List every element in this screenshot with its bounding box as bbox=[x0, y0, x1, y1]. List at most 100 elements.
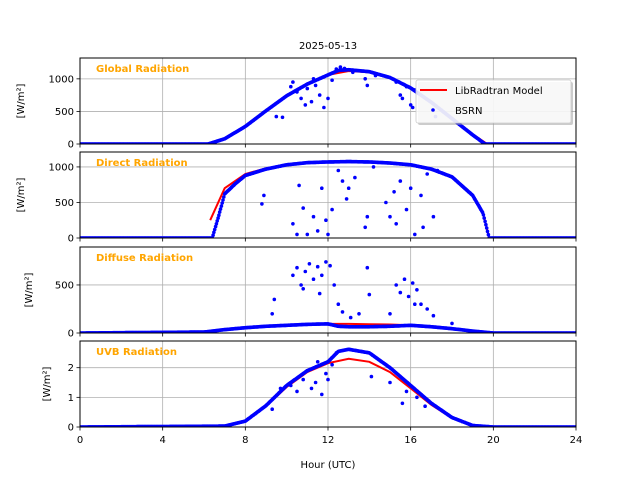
bsrn-point bbox=[421, 225, 425, 230]
bsrn-point bbox=[309, 386, 314, 391]
bsrn-point bbox=[311, 77, 316, 81]
bsrn-point bbox=[289, 84, 293, 89]
bsrn-point bbox=[322, 105, 326, 110]
bsrn-point bbox=[410, 281, 415, 285]
bsrn-point bbox=[303, 269, 308, 274]
bsrn-point bbox=[270, 312, 275, 316]
bsrn-point bbox=[365, 214, 370, 219]
bsrn-point bbox=[398, 290, 403, 295]
bsrn-point bbox=[297, 183, 301, 188]
bsrn-point bbox=[219, 204, 224, 208]
bsrn-point bbox=[262, 193, 266, 198]
bsrn-point bbox=[291, 273, 295, 278]
x-tick-label: 24 bbox=[570, 435, 583, 446]
bsrn-point bbox=[220, 201, 224, 205]
bsrn-point bbox=[394, 222, 399, 226]
bsrn-point bbox=[351, 70, 355, 75]
bsrn-point bbox=[211, 233, 215, 237]
bsrn-point bbox=[353, 175, 357, 180]
bsrn-point bbox=[215, 219, 219, 223]
bsrn-point bbox=[295, 265, 299, 270]
bsrn-point bbox=[373, 73, 378, 78]
bsrn-point bbox=[413, 302, 417, 307]
bsrn-point bbox=[340, 310, 345, 314]
x-tick-label: 0 bbox=[77, 435, 83, 446]
bsrn-point bbox=[431, 313, 436, 318]
bsrn-point bbox=[400, 96, 405, 101]
bsrn-point bbox=[291, 222, 295, 226]
panel-title: UVB Radiation bbox=[96, 347, 177, 358]
bsrn-point bbox=[398, 179, 403, 183]
bsrn-point bbox=[363, 77, 368, 81]
bsrn-point bbox=[305, 86, 310, 91]
bsrn-point bbox=[295, 389, 299, 394]
bsrn-point bbox=[299, 283, 303, 287]
bsrn-point bbox=[450, 321, 454, 326]
bsrn-point bbox=[317, 93, 322, 97]
y-tick-label: 1 bbox=[68, 393, 74, 404]
bsrn-point bbox=[394, 80, 399, 84]
bsrn-point bbox=[404, 389, 409, 394]
bsrn-point bbox=[404, 84, 409, 89]
bsrn-point bbox=[311, 214, 316, 219]
bsrn-point bbox=[346, 186, 351, 190]
bsrn-point bbox=[289, 383, 293, 388]
x-tick-label: 4 bbox=[159, 435, 165, 446]
bsrn-point bbox=[313, 83, 318, 88]
bsrn-point bbox=[365, 265, 370, 270]
y-axis-label: [W/m²] bbox=[16, 177, 27, 212]
bsrn-point bbox=[367, 292, 372, 297]
y-tick-label: 2 bbox=[68, 363, 74, 374]
y-tick-label: 500 bbox=[55, 107, 74, 118]
bsrn-point bbox=[222, 195, 226, 199]
bsrn-point bbox=[431, 214, 436, 219]
bsrn-point bbox=[217, 213, 221, 217]
y-axis-label: [W/m²] bbox=[24, 272, 35, 307]
bsrn-point bbox=[408, 103, 413, 107]
bsrn-point bbox=[260, 202, 264, 206]
bsrn-point bbox=[410, 105, 415, 110]
bsrn-point bbox=[305, 232, 310, 237]
bsrn-point bbox=[481, 213, 486, 217]
bsrn-point bbox=[413, 232, 417, 237]
bsrn-point bbox=[394, 283, 399, 287]
x-tick-label: 20 bbox=[487, 435, 500, 446]
bsrn-point bbox=[305, 368, 310, 373]
legend-bsrn-swatch bbox=[431, 108, 435, 112]
bsrn-point bbox=[291, 80, 295, 84]
y-tick-label: 0 bbox=[68, 329, 74, 340]
legend: LibRadtran Model BSRN bbox=[415, 79, 573, 125]
bsrn-point bbox=[326, 377, 330, 382]
bsrn-point bbox=[324, 371, 328, 376]
bsrn-point bbox=[336, 168, 341, 173]
bsrn-point bbox=[216, 216, 220, 220]
bsrn-point bbox=[402, 277, 407, 282]
panel-title: Direct Radiation bbox=[96, 158, 188, 169]
y-tick-label: 0 bbox=[68, 234, 74, 245]
bsrn-point bbox=[299, 96, 303, 101]
bsrn-point bbox=[415, 288, 419, 292]
bsrn-point bbox=[270, 407, 275, 412]
bsrn-point bbox=[484, 226, 489, 230]
bsrn-point bbox=[301, 377, 306, 382]
bsrn-point bbox=[482, 216, 487, 220]
legend-model-label: LibRadtran Model bbox=[455, 86, 543, 97]
bsrn-point bbox=[344, 197, 349, 201]
bsrn-point bbox=[301, 287, 306, 291]
bsrn-point bbox=[384, 200, 388, 205]
chart-title: 2025-05-13 bbox=[299, 41, 357, 52]
bsrn-point bbox=[398, 93, 403, 97]
bsrn-point bbox=[315, 264, 320, 269]
bsrn-point bbox=[295, 90, 299, 94]
y-tick-label: 0 bbox=[68, 140, 74, 151]
panel-direct-radiation: 0 500 1000 Direct Radiation [W/m²] bbox=[16, 151, 577, 245]
bsrn-point bbox=[330, 78, 334, 82]
panel-title: Global Radiation bbox=[96, 64, 189, 75]
bsrn-point bbox=[320, 392, 324, 397]
y-tick-label: 0 bbox=[68, 423, 74, 434]
bsrn-point bbox=[280, 115, 285, 120]
bsrn-point bbox=[485, 229, 490, 234]
bsrn-point bbox=[311, 277, 316, 282]
bsrn-point bbox=[406, 294, 411, 299]
